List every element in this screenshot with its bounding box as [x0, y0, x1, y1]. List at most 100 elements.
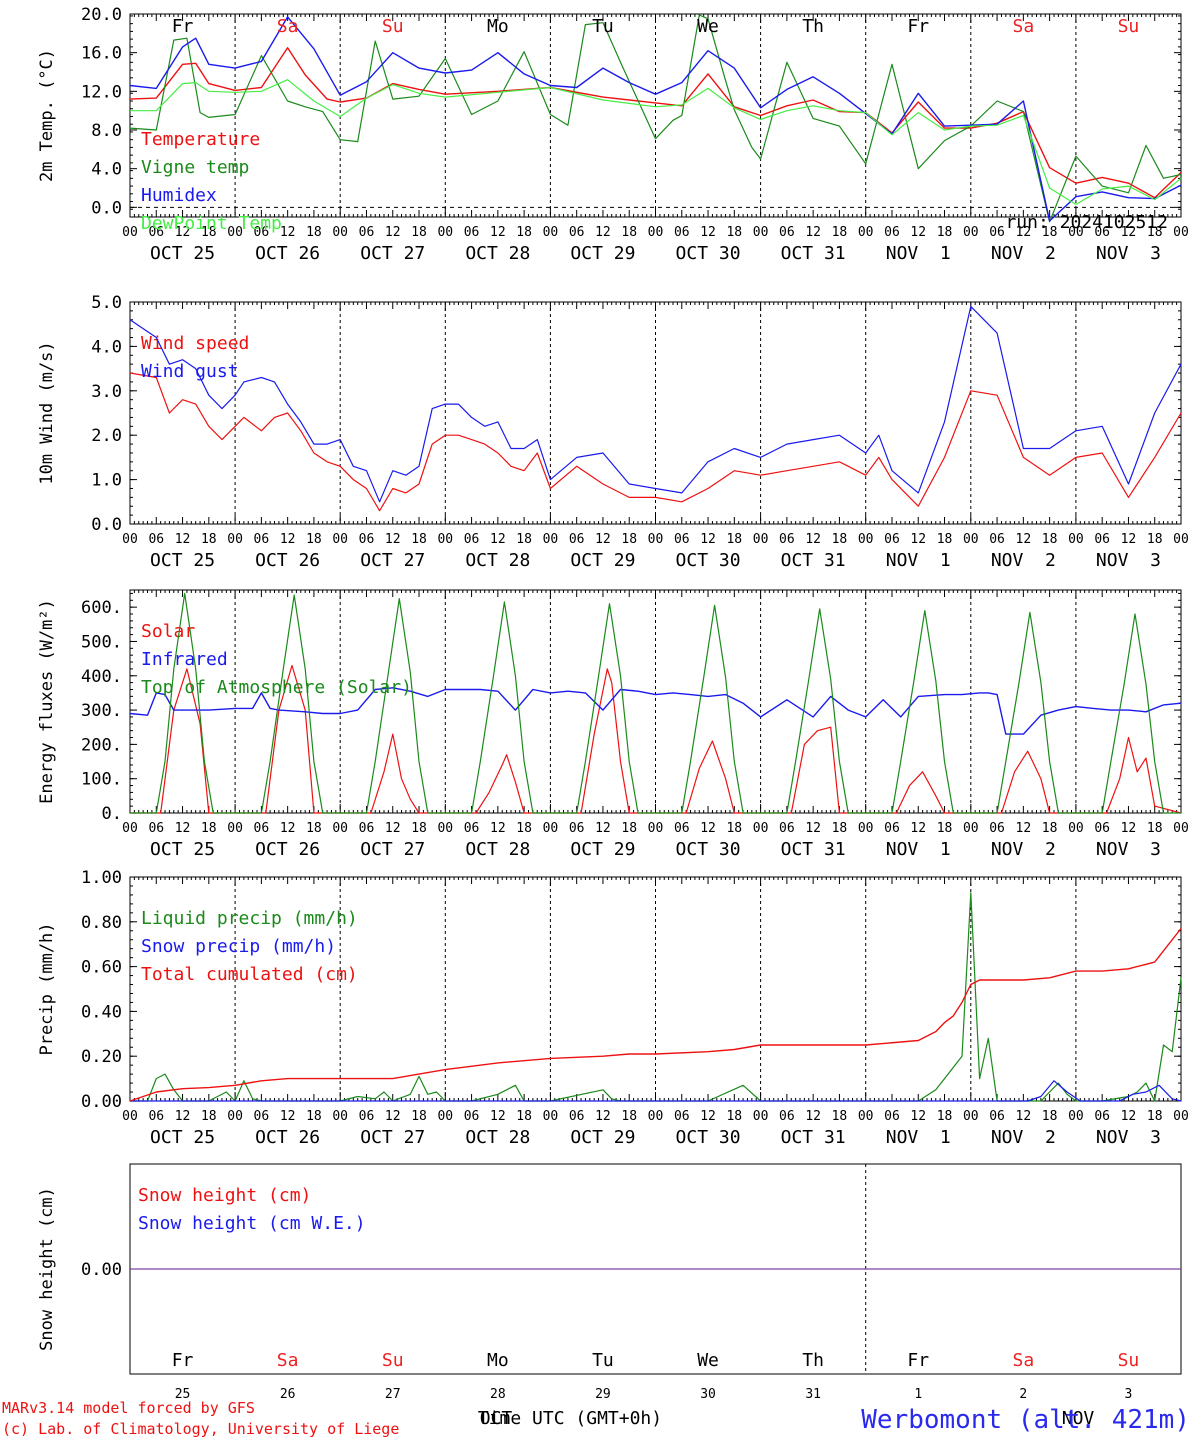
hour-label: 00 [543, 532, 559, 547]
hour-label: 12 [175, 225, 191, 240]
date-label: NOV 2 [991, 550, 1056, 571]
hour-label: 18 [726, 532, 742, 547]
hour-label: 18 [201, 225, 217, 240]
hour-label: 00 [858, 225, 874, 240]
hour-label: 06 [359, 225, 375, 240]
legend-entry: Temperature [141, 129, 260, 150]
hour-label: 00 [543, 1109, 559, 1124]
hour-label: 18 [621, 1109, 637, 1124]
hour-label: 06 [989, 1109, 1005, 1124]
day-number: 26 [280, 1387, 296, 1402]
date-label: OCT 25 [150, 550, 215, 571]
hour-label: 06 [569, 532, 585, 547]
hour-label: 18 [726, 225, 742, 240]
hour-label: 18 [621, 821, 637, 836]
day-of-week-label: Th [802, 16, 824, 37]
hour-label: 00 [122, 821, 138, 836]
hour-label: 00 [648, 225, 664, 240]
hour-label: 00 [963, 532, 979, 547]
date-label: NOV 1 [886, 1127, 951, 1148]
hour-label: 00 [227, 532, 243, 547]
hour-label: 12 [280, 532, 296, 547]
y-axis-label: Snow height (cm) [37, 1187, 57, 1351]
hour-label: 00 [227, 1109, 243, 1124]
hour-label: 00 [753, 225, 769, 240]
hour-label: 18 [726, 821, 742, 836]
date-label: NOV 2 [991, 1127, 1056, 1148]
hour-label: 18 [1042, 532, 1058, 547]
day-of-week-label: Tu [592, 16, 614, 37]
hour-label: 06 [359, 532, 375, 547]
hour-label: 12 [1121, 821, 1137, 836]
y-tick-label: 0. [102, 804, 122, 824]
hour-label: 18 [411, 1109, 427, 1124]
date-label: NOV 3 [1096, 243, 1161, 264]
hour-label: 12 [175, 1109, 191, 1124]
date-label: OCT 28 [465, 1127, 530, 1148]
date-label: NOV 3 [1096, 550, 1161, 571]
legend-entry: Infrared [141, 649, 228, 670]
day-of-week-label: Sa [1013, 16, 1035, 37]
day-number: 29 [595, 1387, 611, 1402]
y-tick-label: 400. [81, 667, 122, 687]
hour-label: 00 [648, 532, 664, 547]
hour-label: 00 [753, 532, 769, 547]
hour-label: 00 [753, 1109, 769, 1124]
legend-entry: Snow precip (mm/h) [141, 936, 336, 957]
hour-label: 06 [254, 225, 270, 240]
hour-label: 06 [464, 225, 480, 240]
day-number: 1 [914, 1387, 922, 1402]
hour-label: 18 [411, 225, 427, 240]
hour-label: 00 [1068, 1109, 1084, 1124]
hour-label: 06 [1094, 1109, 1110, 1124]
day-number: 28 [490, 1387, 506, 1402]
legend-entry: Wind speed [141, 333, 249, 354]
hour-label: 12 [910, 532, 926, 547]
date-label: OCT 30 [676, 1127, 741, 1148]
y-tick-label: 2.0 [91, 426, 122, 446]
hour-label: 18 [621, 532, 637, 547]
y-axis-label: Energy fluxes (W/m²) [37, 599, 57, 804]
date-label: OCT 25 [150, 1127, 215, 1148]
hour-label: 18 [411, 532, 427, 547]
date-label: NOV 2 [991, 839, 1056, 860]
hour-label: 06 [359, 821, 375, 836]
hour-label: 18 [1042, 1109, 1058, 1124]
hour-label: 06 [779, 225, 795, 240]
day-of-week-label: Fr [907, 16, 929, 37]
series-line-vigne-temp [129, 14, 1182, 223]
day-of-week-label: Su [1118, 1350, 1140, 1371]
hour-label: 06 [254, 532, 270, 547]
hour-label: 00 [437, 1109, 453, 1124]
hour-label: 12 [280, 821, 296, 836]
hour-label: 06 [779, 532, 795, 547]
y-tick-label: 4.0 [91, 337, 122, 357]
y-tick-label: 0.00 [81, 1260, 122, 1280]
hour-label: 00 [858, 821, 874, 836]
date-label: OCT 31 [781, 550, 846, 571]
hour-label: 12 [910, 1109, 926, 1124]
hour-label: 12 [490, 1109, 506, 1124]
date-label: OCT 25 [150, 839, 215, 860]
day-of-week-label: Su [1118, 16, 1140, 37]
y-tick-label: 200. [81, 735, 122, 755]
hour-label: 00 [437, 225, 453, 240]
date-label: OCT 29 [570, 839, 635, 860]
hour-label: 06 [148, 1109, 164, 1124]
hour-label: 00 [753, 821, 769, 836]
hour-label: 06 [674, 532, 690, 547]
y-tick-label: 0.60 [81, 958, 122, 978]
hour-label: 18 [306, 821, 322, 836]
legend-entry: Vigne temp [141, 157, 249, 178]
y-tick-label: 0.80 [81, 913, 122, 933]
panel-3: 00 06 12 18 00 06 12 18 00 06 12 18 00 06 12 18 00 06 12 18… [37, 589, 1189, 860]
hour-label: 06 [674, 821, 690, 836]
series-line-wind-gust [129, 305, 1182, 503]
hour-label: 18 [516, 821, 532, 836]
panel-5: 25 26 27 28 29 30 31 1 2 3 0.00 Snow height (cm) Sno… [37, 1163, 1182, 1402]
hour-label: 18 [201, 532, 217, 547]
day-of-week-label: Fr [172, 16, 194, 37]
hour-label: 00 [1068, 225, 1084, 240]
hour-label: 12 [1016, 225, 1032, 240]
